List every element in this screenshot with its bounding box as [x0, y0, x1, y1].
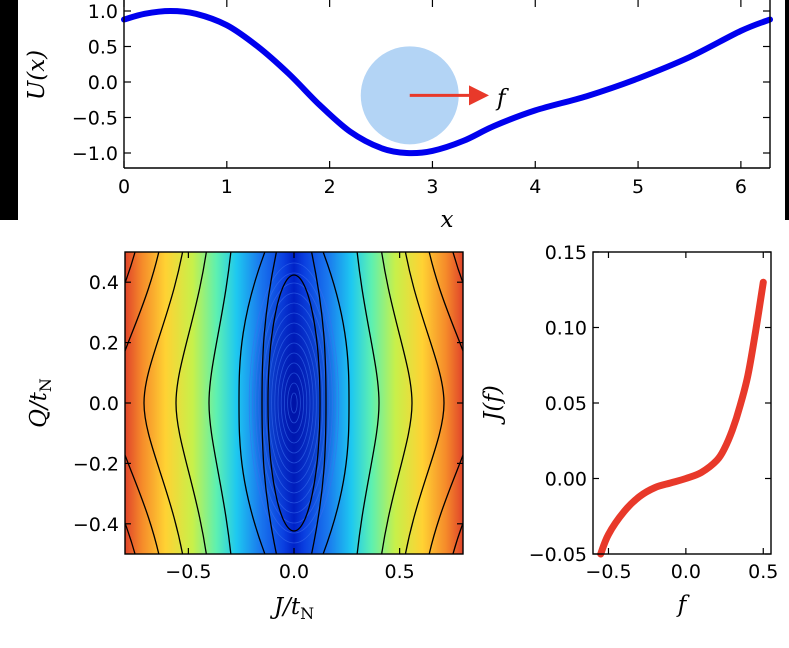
contour-fine-14	[248, 262, 340, 544]
current-ytick-label-0: 0.15	[545, 242, 587, 264]
contour-xtick-label-2: 0.5	[385, 561, 415, 583]
potential-ylabel: U(x)	[24, 50, 50, 100]
potential-xtick-label-1: 1	[221, 176, 233, 198]
current-panel: −0.5 0.0 0.5 0.15 0.10 0.05 0.00 −0.05 f J(f)	[480, 242, 778, 618]
contour-fine-2	[287, 382, 301, 424]
potential-xtick-label-0: 0	[118, 176, 130, 198]
contour-ytick-label-2: 0.0	[89, 393, 119, 415]
current-xtick-label-1: 0.0	[671, 561, 701, 583]
current-xtick-label-0: −0.5	[585, 561, 631, 583]
force-label: f	[495, 85, 509, 111]
current-ytick-label-1: 0.10	[545, 318, 587, 340]
contour-fine-7	[271, 332, 317, 474]
contour-ytick-label-0: 0.4	[89, 272, 119, 294]
right-edge-bar	[785, 0, 789, 220]
contour-ylabel-main: Q/t	[26, 391, 52, 428]
potential-series-line	[121, 8, 773, 157]
contour-xtick-label-1: 0.0	[279, 561, 309, 583]
contour-line-3	[175, 252, 413, 554]
contour-xlabel-main: J/t	[270, 594, 301, 620]
contour-axes: −0.5 0.0 0.5 0.4 0.2 0.0 −0.2 −0.4	[73, 251, 464, 583]
contour-fine-4	[280, 362, 308, 444]
potential-axes: 0 1 2 3 4 5 6 1.0 0.5 0.0 −0.5 −1.0	[72, 0, 771, 198]
potential-ytick-label-0: 1.0	[88, 1, 118, 23]
contour-ytick-label-4: −0.4	[73, 514, 119, 536]
potential-xtick-label-6: 6	[735, 176, 747, 198]
contour-fine-9	[264, 312, 324, 494]
contour-line-inner	[267, 274, 321, 532]
potential-xtick-label-4: 4	[529, 176, 541, 198]
potential-xtick-label-3: 3	[426, 176, 438, 198]
contour-ylabel-sub: N	[36, 378, 55, 392]
contour-fine-13	[251, 272, 336, 534]
contour-lines	[125, 252, 463, 554]
current-ytick-label-2: 0.05	[545, 393, 587, 415]
contour-xlabel-sub: N	[300, 604, 314, 623]
contour-fine-11	[258, 292, 330, 514]
contour-panel: −0.5 0.0 0.50.40.20.0−0.2−0.4 J/tN Q/tN	[26, 251, 464, 623]
contour-ylabel: Q/tN	[26, 378, 55, 428]
potential-xtick-label-5: 5	[632, 176, 644, 198]
potential-xtick-label-2: 2	[324, 176, 336, 198]
contour-ytick-label-1: 0.2	[89, 333, 119, 355]
current-axes: −0.5 0.0 0.5 0.15 0.10 0.05 0.00 −0.05	[529, 242, 779, 583]
potential-ytick-label-3: −0.5	[72, 108, 118, 130]
potential-panel: f 0 1 2 3 4 5 6 1.0 0.5 0.0 −0.5 −1.0 x U(x)	[24, 0, 773, 233]
contour-line-1	[238, 252, 350, 554]
current-ytick-label-3: 0.00	[545, 469, 587, 491]
current-xlabel: f	[676, 592, 690, 618]
contour-fine-1	[290, 392, 298, 414]
force-arrowhead	[468, 85, 489, 106]
contour-line-5	[125, 252, 463, 554]
left-edge-bar	[0, 0, 18, 220]
current-ytick-label-4: −0.05	[529, 544, 587, 566]
potential-ytick-label-1: 0.5	[88, 37, 118, 59]
contour-xtick-label-0: −0.5	[165, 561, 211, 583]
contour-fine-3	[283, 372, 304, 434]
potential-ytick-label-2: 0.0	[88, 72, 118, 94]
current-ylabel: J(f)	[480, 385, 506, 425]
current-xtick-label-2: 0.5	[748, 561, 778, 583]
potential-xlabel: x	[441, 207, 454, 233]
potential-ytick-label-4: −1.0	[72, 143, 118, 165]
contour-line-4	[143, 252, 445, 554]
contour-line-0	[261, 252, 327, 554]
current-series-line	[597, 278, 767, 558]
contour-fine-5	[277, 352, 311, 454]
contour-ytick-label-3: −0.2	[73, 453, 119, 475]
contour-fine-12	[255, 282, 333, 524]
contour-fine-6	[274, 342, 314, 464]
contour-xlabel: J/tN	[270, 594, 314, 623]
contour-line-2	[208, 252, 380, 554]
